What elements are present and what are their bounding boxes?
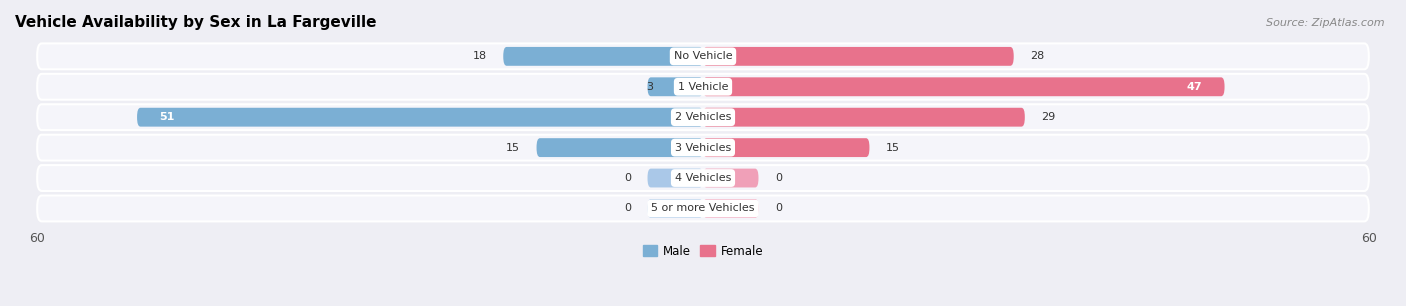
Text: 51: 51 (159, 112, 174, 122)
Text: 0: 0 (775, 203, 782, 214)
FancyBboxPatch shape (136, 108, 703, 127)
FancyBboxPatch shape (37, 104, 1369, 130)
FancyBboxPatch shape (37, 165, 1369, 191)
Text: 5 or more Vehicles: 5 or more Vehicles (651, 203, 755, 214)
FancyBboxPatch shape (648, 199, 703, 218)
Text: 0: 0 (624, 173, 631, 183)
Text: 0: 0 (624, 203, 631, 214)
Text: 4 Vehicles: 4 Vehicles (675, 173, 731, 183)
Text: 3 Vehicles: 3 Vehicles (675, 143, 731, 153)
Text: 2 Vehicles: 2 Vehicles (675, 112, 731, 122)
Text: 15: 15 (886, 143, 900, 153)
Text: 28: 28 (1031, 51, 1045, 62)
Text: 3: 3 (647, 82, 652, 92)
Text: Source: ZipAtlas.com: Source: ZipAtlas.com (1267, 18, 1385, 28)
FancyBboxPatch shape (648, 169, 703, 188)
FancyBboxPatch shape (37, 43, 1369, 69)
FancyBboxPatch shape (37, 196, 1369, 221)
FancyBboxPatch shape (703, 108, 1025, 127)
FancyBboxPatch shape (703, 199, 758, 218)
Text: No Vehicle: No Vehicle (673, 51, 733, 62)
FancyBboxPatch shape (648, 77, 703, 96)
Text: 0: 0 (775, 173, 782, 183)
Text: Vehicle Availability by Sex in La Fargeville: Vehicle Availability by Sex in La Fargev… (15, 15, 377, 30)
FancyBboxPatch shape (537, 138, 703, 157)
FancyBboxPatch shape (703, 138, 869, 157)
Text: 29: 29 (1042, 112, 1056, 122)
FancyBboxPatch shape (703, 47, 1014, 66)
FancyBboxPatch shape (703, 169, 758, 188)
FancyBboxPatch shape (503, 47, 703, 66)
Text: 18: 18 (472, 51, 486, 62)
FancyBboxPatch shape (37, 135, 1369, 161)
Legend: Male, Female: Male, Female (638, 240, 768, 262)
Text: 15: 15 (506, 143, 520, 153)
Text: 47: 47 (1187, 82, 1202, 92)
FancyBboxPatch shape (703, 77, 1225, 96)
Text: 1 Vehicle: 1 Vehicle (678, 82, 728, 92)
FancyBboxPatch shape (37, 74, 1369, 100)
